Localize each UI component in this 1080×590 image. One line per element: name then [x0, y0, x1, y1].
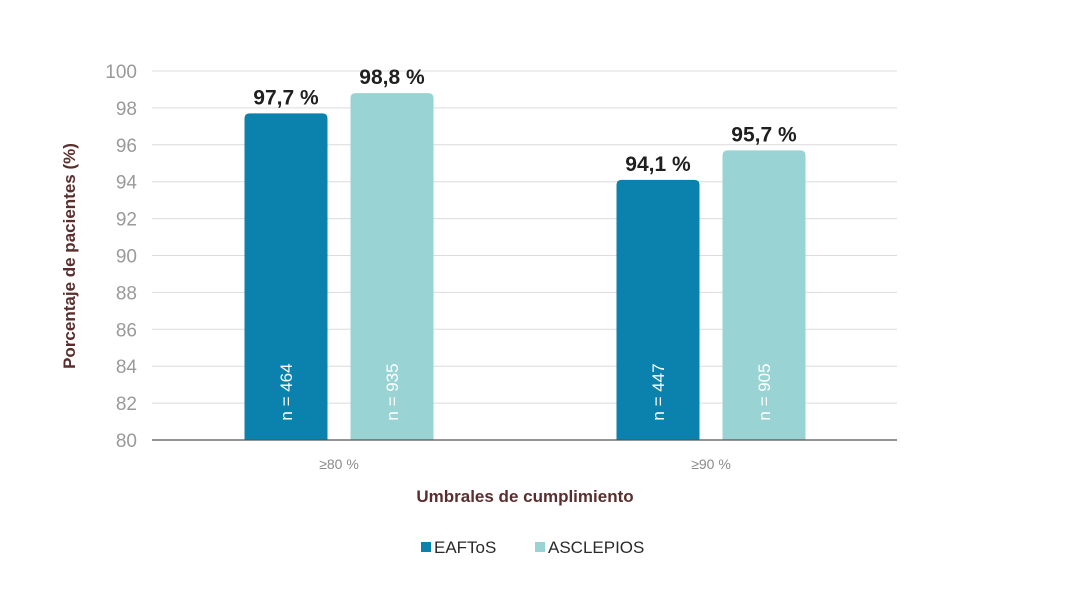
x-category-label: ≥90 %	[691, 456, 731, 472]
legend-item-asclepios: ASCLEPIOS	[535, 538, 644, 557]
bars: 97,7 % n = 464 98,8 % n = 935 94,1 % n = 447 9…	[244, 66, 806, 441]
y-tick-label: 90	[116, 247, 137, 268]
bar-asclepios-1	[350, 93, 434, 440]
n-label: n = 935	[383, 363, 402, 420]
y-tick-label: 98	[116, 99, 137, 120]
y-tick-label: 88	[116, 283, 137, 304]
x-category-label: ≥80 %	[319, 456, 359, 472]
data-label: 98,8 %	[359, 66, 425, 89]
y-tick-label: 94	[116, 173, 138, 194]
data-label: 94,1 %	[625, 153, 691, 176]
n-label: n = 464	[277, 363, 296, 420]
legend-label: ASCLEPIOS	[548, 538, 644, 557]
legend-swatch	[535, 542, 545, 552]
bar-asclepios-2	[722, 150, 806, 440]
legend-swatch	[421, 542, 431, 552]
y-tick-label: 80	[116, 431, 137, 452]
legend: EAFToS ASCLEPIOS	[421, 538, 644, 557]
y-axis-title: Porcentaje de pacientes (%)	[60, 143, 79, 369]
y-tick-label: 100	[105, 62, 137, 83]
y-tick-label: 86	[116, 320, 137, 341]
x-axis-title: Umbrales de cumplimiento	[416, 487, 633, 506]
bar-eaftos-2	[616, 179, 700, 441]
y-tick-label: 82	[116, 394, 137, 415]
x-axis-categories: ≥80 % ≥90 %	[319, 456, 731, 472]
data-label: 97,7 %	[253, 86, 319, 109]
bar-eaftos-1	[244, 113, 328, 440]
legend-label: EAFToS	[434, 538, 496, 557]
y-axis-ticks: 80 82 84 86 88 90 92 94 96 98 100	[105, 62, 137, 452]
data-label: 95,7 %	[731, 123, 797, 146]
y-tick-label: 92	[116, 210, 137, 231]
legend-item-eaftos: EAFToS	[421, 538, 496, 557]
y-tick-label: 96	[116, 136, 137, 157]
y-tick-label: 84	[116, 357, 138, 378]
n-label: n = 447	[649, 363, 668, 420]
n-label: n = 905	[755, 363, 774, 420]
